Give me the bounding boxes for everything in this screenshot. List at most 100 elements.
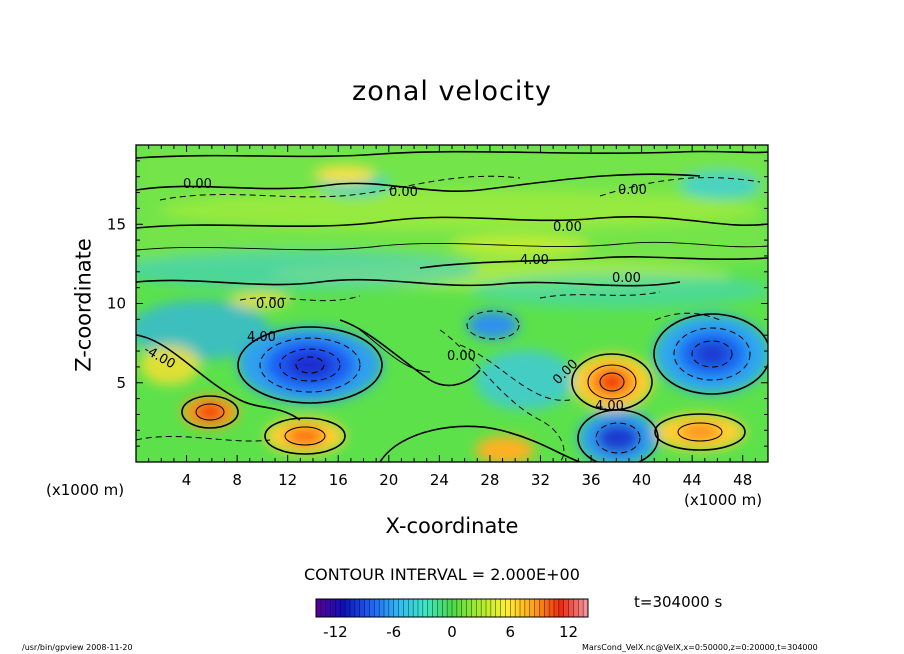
- colorbar: -12 -6 0 6 12: [315, 598, 589, 641]
- colorbar-segment: [471, 599, 477, 617]
- colorbar-segment: [558, 599, 565, 617]
- colorbar-segment: [369, 599, 375, 617]
- x-tick-label: 40: [632, 471, 651, 489]
- colorbar-segment: [563, 599, 569, 617]
- x-tick-label: 32: [531, 471, 550, 489]
- colorbar-segment: [456, 599, 463, 617]
- colorbar-segment: [578, 599, 584, 617]
- time-label: t=304000 s: [634, 593, 723, 611]
- y-axis: 5 10 15: [107, 160, 768, 447]
- colorbar-segment: [534, 599, 540, 617]
- colorbar-segment: [413, 599, 419, 617]
- contour-label: 0.00: [256, 297, 285, 312]
- colorbar-segment: [500, 599, 506, 617]
- y-tick-label: 5: [116, 374, 126, 392]
- footer-right: MarsCond_VelX.nc@VelX,x=0:50000,z=0:2000…: [582, 643, 818, 652]
- colorbar-segment: [583, 599, 589, 617]
- x-tick-label: 4: [182, 471, 192, 489]
- x-unit-label-right: (x1000 m): [684, 491, 763, 509]
- colorbar-segment: [573, 599, 579, 617]
- colorbar-segment: [549, 599, 555, 617]
- colorbar-segment: [359, 599, 365, 617]
- x-tick-label: 12: [278, 471, 297, 489]
- contour-label: 4.00: [595, 399, 624, 414]
- colorbar-segment: [524, 599, 531, 617]
- colorbar-segment: [408, 599, 414, 617]
- colorbar-segment: [544, 599, 550, 617]
- colorbar-segment: [520, 599, 526, 617]
- colorbar-segment: [364, 599, 370, 617]
- x-tick-label: 24: [430, 471, 449, 489]
- x-tick-label: 28: [480, 471, 499, 489]
- colorbar-segment: [379, 599, 385, 617]
- x-tick-label: 20: [379, 471, 398, 489]
- contour-label: 0.00: [447, 349, 476, 364]
- x-tick-label: 48: [733, 471, 752, 489]
- colorbar-segment: [486, 599, 492, 617]
- colorbar-segment: [340, 599, 346, 617]
- x-tick-label: 36: [581, 471, 600, 489]
- colorbar-tick-label: -6: [386, 623, 401, 641]
- contour-label: 0.00: [612, 271, 641, 286]
- contour-interval-label: CONTOUR INTERVAL = 2.000E+00: [304, 565, 580, 584]
- colorbar-segment: [388, 599, 395, 617]
- colorbar-segment: [539, 599, 545, 617]
- contour-label: 0.00: [618, 183, 647, 198]
- colorbar-segment: [476, 599, 482, 617]
- colorbar-segment: [398, 599, 404, 617]
- colorbar-segment: [374, 599, 380, 617]
- x-axis-label: X-coordinate: [385, 514, 519, 538]
- colorbar-segment: [325, 599, 331, 617]
- colorbar-segment: [495, 599, 501, 617]
- colorbar-segment: [330, 599, 336, 617]
- colorbar-segment: [384, 599, 390, 617]
- contour-label: 4.00: [247, 330, 276, 345]
- footer-left: /usr/bin/gpview 2008-11-20: [22, 643, 133, 652]
- colorbar-frame: [315, 598, 589, 618]
- colorbar-segment: [490, 599, 497, 617]
- colorbar-tick-label: 12: [559, 623, 578, 641]
- colorbar-segment: [345, 599, 351, 617]
- colorbar-tick-label: 0: [447, 623, 457, 641]
- x-tick-label: 16: [329, 471, 348, 489]
- contour-lines: [136, 150, 768, 462]
- colorbar-segment: [393, 599, 399, 617]
- colorbar-segment: [461, 599, 467, 617]
- colorbar-segment: [452, 599, 458, 617]
- colorbar-segment: [510, 599, 516, 617]
- x-tick-label: 8: [232, 471, 242, 489]
- contour-label: 0.00: [553, 220, 582, 235]
- colorbar-segment: [529, 599, 535, 617]
- colorbar-tick-label: -12: [323, 623, 348, 641]
- colorbar-tick-label: 6: [506, 623, 516, 641]
- colorbar-segment: [320, 599, 327, 617]
- x-tick-label: 44: [683, 471, 702, 489]
- field-shading: [136, 145, 768, 462]
- colorbar-segment: [437, 599, 443, 617]
- colorbar-segment: [466, 599, 472, 617]
- colorbar-segment: [481, 599, 487, 617]
- colorbar-segment: [354, 599, 361, 617]
- colorbar-segment: [568, 599, 574, 617]
- contour-label: 0.00: [389, 185, 418, 200]
- colorbar-segment: [316, 599, 322, 617]
- contour-label: 4.00: [520, 253, 549, 268]
- colorbar-segment: [554, 599, 560, 617]
- colorbar-segment: [442, 599, 448, 617]
- colorbar-segment: [432, 599, 438, 617]
- colorbar-segment: [403, 599, 409, 617]
- x-unit-label-left: (x1000 m): [46, 481, 125, 499]
- contour-field: [136, 145, 768, 462]
- chart-title: zonal velocity: [352, 76, 552, 107]
- colorbar-segment: [418, 599, 424, 617]
- y-axis-label: Z-coordinate: [71, 238, 96, 372]
- x-axis: 4 8 12 16 20 24 28 32 36 40 44 48: [148, 145, 756, 489]
- y-tick-label: 15: [107, 215, 126, 233]
- colorbar-segment: [515, 599, 521, 617]
- colorbar-segment: [447, 599, 453, 617]
- colorbar-segment: [427, 599, 433, 617]
- colorbar-segment: [335, 599, 341, 617]
- colorbar-segment: [350, 599, 356, 617]
